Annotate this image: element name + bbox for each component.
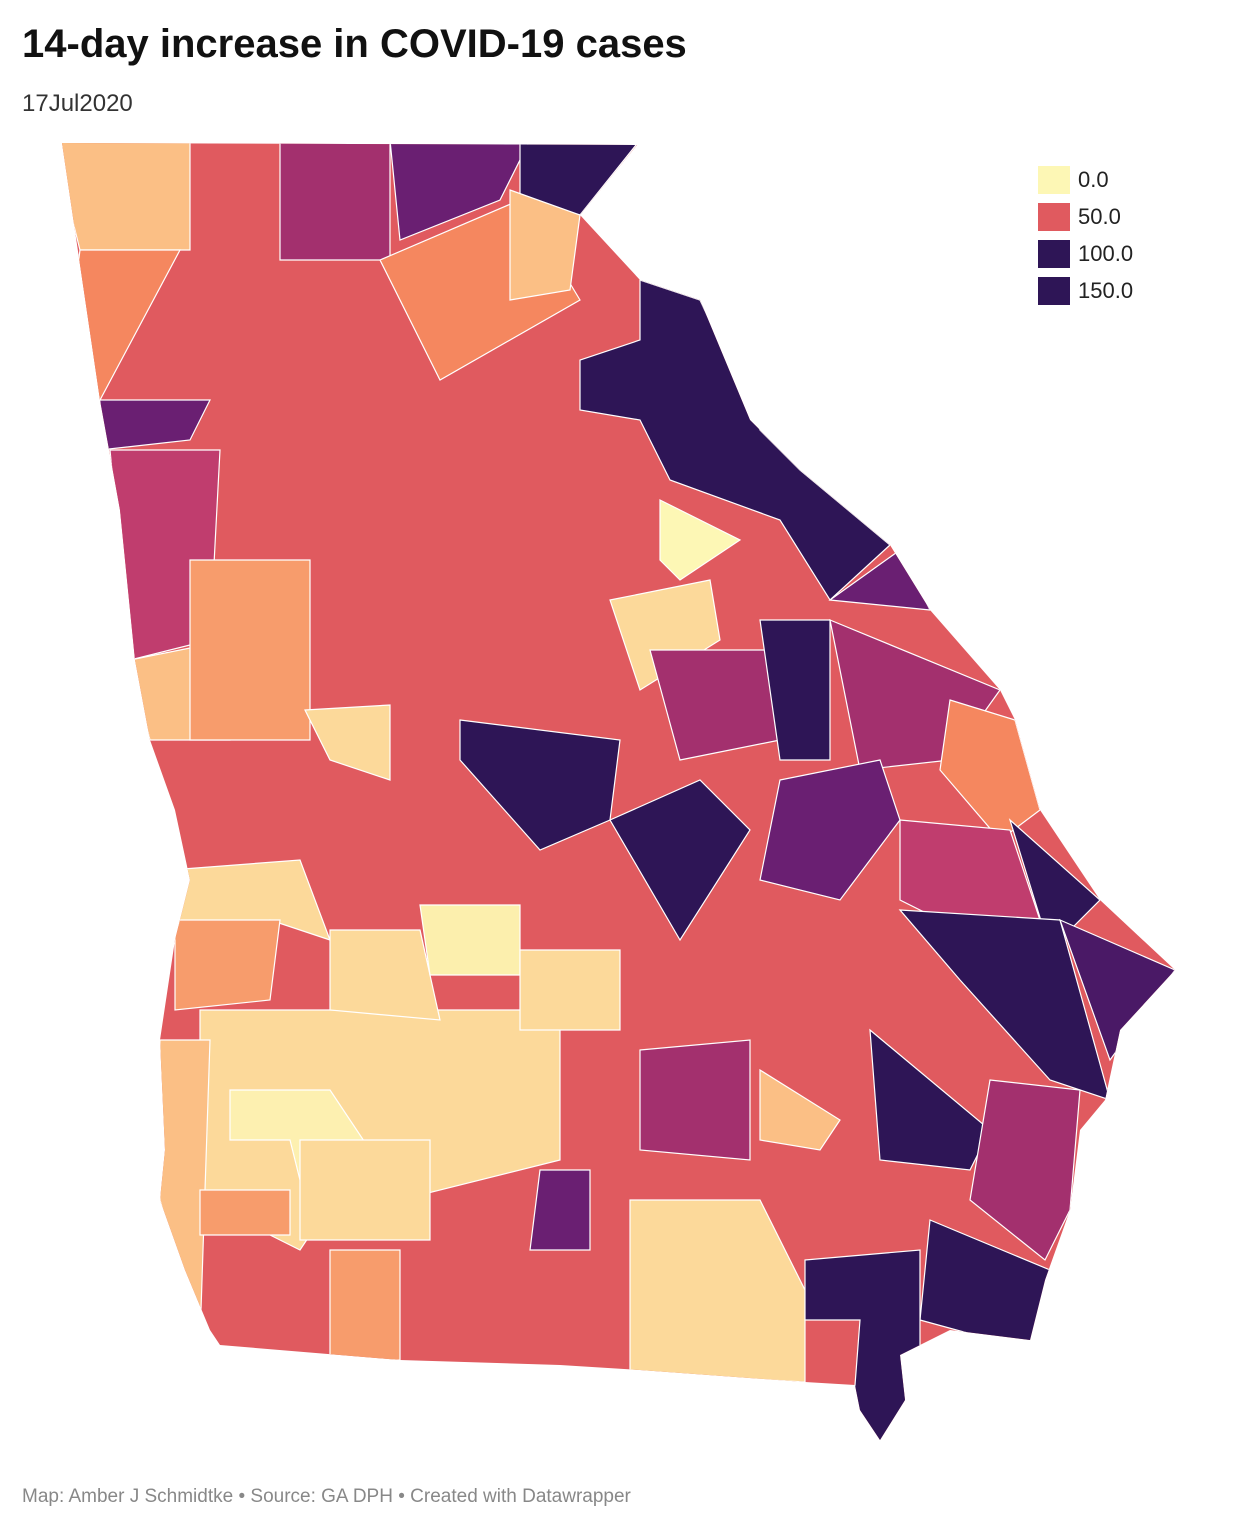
region — [759, 759, 901, 901]
region — [279, 143, 391, 261]
region — [639, 1039, 751, 1161]
title: 14-day increase in COVID-19 cases — [22, 22, 687, 66]
region — [389, 143, 531, 241]
region — [869, 1028, 991, 1171]
legend-swatch — [1038, 277, 1070, 305]
region — [174, 919, 281, 1011]
region — [299, 1139, 431, 1241]
legend-label: 50.0 — [1078, 204, 1121, 229]
legend-swatch — [1038, 240, 1070, 268]
region — [759, 1068, 841, 1151]
legend-swatch — [1038, 203, 1070, 231]
region — [62, 143, 191, 251]
region — [509, 189, 581, 301]
region — [459, 719, 621, 851]
subtitle: 17Jul2020 — [22, 90, 133, 117]
region — [199, 1189, 291, 1236]
region — [609, 579, 721, 691]
region — [759, 619, 831, 761]
region — [329, 929, 441, 1021]
region — [519, 949, 621, 1031]
legend-label: 100.0 — [1078, 241, 1133, 266]
region — [579, 279, 891, 601]
region — [329, 1249, 401, 1361]
region — [609, 779, 751, 942]
region — [969, 1079, 1081, 1261]
region — [419, 904, 521, 976]
region — [304, 704, 391, 781]
legend-swatch — [1038, 166, 1070, 194]
legend-label: 150.0 — [1078, 278, 1133, 303]
footer: Map: Amber J Schmidtke • Source: GA DPH … — [22, 1486, 631, 1507]
region — [659, 499, 742, 581]
region — [939, 699, 1041, 841]
state-shape — [62, 143, 1175, 1440]
legend-label: 0.0 — [1078, 167, 1109, 192]
region — [529, 1169, 591, 1251]
region — [804, 1249, 921, 1440]
legend: 0.0 50.0 100.0 150.0 — [1038, 166, 1133, 305]
region — [189, 559, 311, 741]
region — [629, 1199, 806, 1383]
region — [1008, 818, 1101, 952]
